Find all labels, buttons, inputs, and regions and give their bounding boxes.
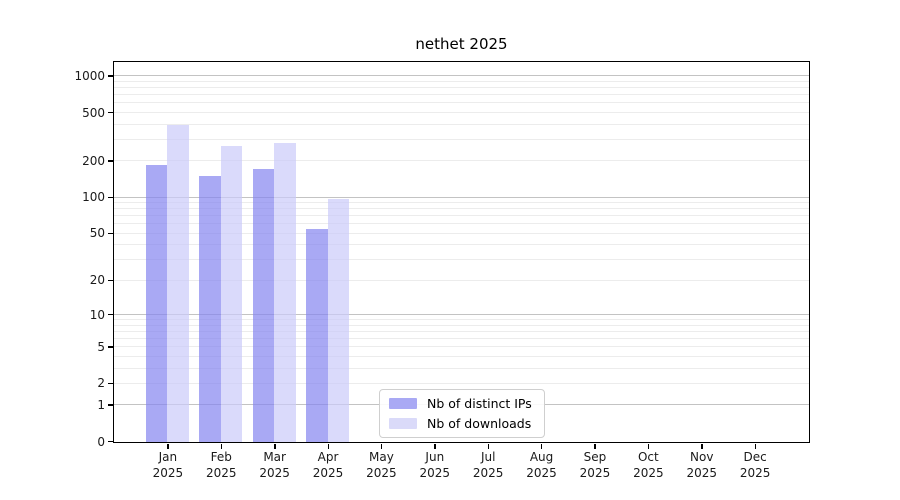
bar-downloads-apr [327,199,350,442]
y-tick-label: 0 [97,434,105,449]
legend-swatch-distinct-ips [389,398,417,409]
gridline-minor [114,319,809,321]
plot-area: Nb of distinct IPs Nb of downloads [113,61,810,443]
gridline-minor [114,223,809,225]
x-tick-mark [541,443,543,449]
gridline-major [114,75,809,77]
gridline-minor [114,330,809,332]
x-tick-label: Apr 2025 [312,450,344,480]
x-tick-label: Jul 2025 [472,450,504,480]
x-tick-mark [327,443,329,449]
y-tick-mark [108,196,113,199]
gridline-major [114,314,809,316]
y-tick-label: 200 [82,153,105,168]
y-tick-label: 1000 [74,68,105,83]
x-tick-label: Oct 2025 [633,450,664,480]
y-tick-mark [108,112,113,114]
gridline-minor [114,94,809,96]
gridline-minor [114,123,809,125]
gridline-minor [114,138,809,140]
x-tick-mark [754,443,756,449]
y-tick-label: 10 [89,307,105,322]
y-tick-mark [108,75,113,77]
x-tick-mark [380,443,383,449]
x-tick-mark [220,443,223,449]
y-tick-mark [108,404,113,406]
gridline-minor [114,324,809,326]
x-tick-label: Mar 2025 [259,450,290,480]
y-tick-mark [108,314,113,316]
gridline-minor [114,382,809,384]
bar-downloads-mar [274,142,296,442]
x-tick-label: Jan 2025 [152,450,184,480]
x-tick-label: Sep 2025 [579,450,611,480]
bar-distinct-ips-jan [145,165,168,442]
gridline-minor [114,202,809,204]
x-tick-mark [434,443,436,449]
x-tick-mark [274,443,276,449]
bar-downloads-jan [167,125,189,442]
y-tick-label: 100 [82,190,105,205]
bar-distinct-ips-mar [252,168,275,442]
y-tick-label: 2 [97,376,105,391]
gridline-minor [114,259,809,261]
y-tick-mark [108,382,113,385]
y-tick-mark [108,346,113,348]
x-tick-label: Feb 2025 [205,450,237,480]
y-tick-label: 500 [82,105,105,120]
gridline-minor [114,244,809,246]
gridline-minor [114,102,809,104]
x-tick-mark [487,443,490,449]
gridline-minor [114,232,809,234]
chart-title: nethet 2025 [415,35,508,53]
y-tick-label: 50 [89,226,105,241]
gridline-minor [114,215,809,217]
y-tick-label: 5 [97,339,105,354]
y-tick-mark [108,441,113,443]
gridline-minor [114,87,809,89]
x-tick-label: Aug 2025 [526,450,557,480]
legend: Nb of distinct IPs Nb of downloads [379,389,545,438]
legend-swatch-downloads [389,418,417,429]
gridline-minor [114,80,809,82]
y-tick-mark [108,232,113,235]
y-tick-mark [108,279,113,282]
x-tick-label: Nov 2025 [686,450,717,480]
legend-label-distinct-ips: Nb of distinct IPs [427,396,532,411]
x-tick-mark [594,443,596,449]
y-tick-label: 20 [89,273,105,288]
gridline-minor [114,355,809,357]
gridline-minor [114,367,809,369]
gridline-minor [114,338,809,340]
gridline-major [114,196,809,198]
bar-downloads-feb [220,145,243,442]
x-tick-mark [167,443,169,449]
gridline-minor [114,279,809,281]
y-tick-label: 1 [97,397,105,412]
legend-item-distinct-ips: Nb of distinct IPs [389,396,532,411]
x-tick-mark [701,443,703,449]
legend-label-downloads: Nb of downloads [427,416,532,431]
x-tick-label: Dec 2025 [739,450,771,480]
bar-distinct-ips-feb [199,175,221,442]
bar-distinct-ips-apr [306,228,328,442]
gridline-minor [114,112,809,113]
x-tick-mark [647,443,650,449]
gridline-minor [114,346,809,348]
y-tick-mark [108,160,113,162]
legend-item-downloads: Nb of downloads [389,416,532,431]
gridline-minor [114,160,809,162]
gridline-minor [114,208,809,210]
x-tick-label: Jun 2025 [419,450,451,480]
x-tick-label: May 2025 [366,450,397,480]
